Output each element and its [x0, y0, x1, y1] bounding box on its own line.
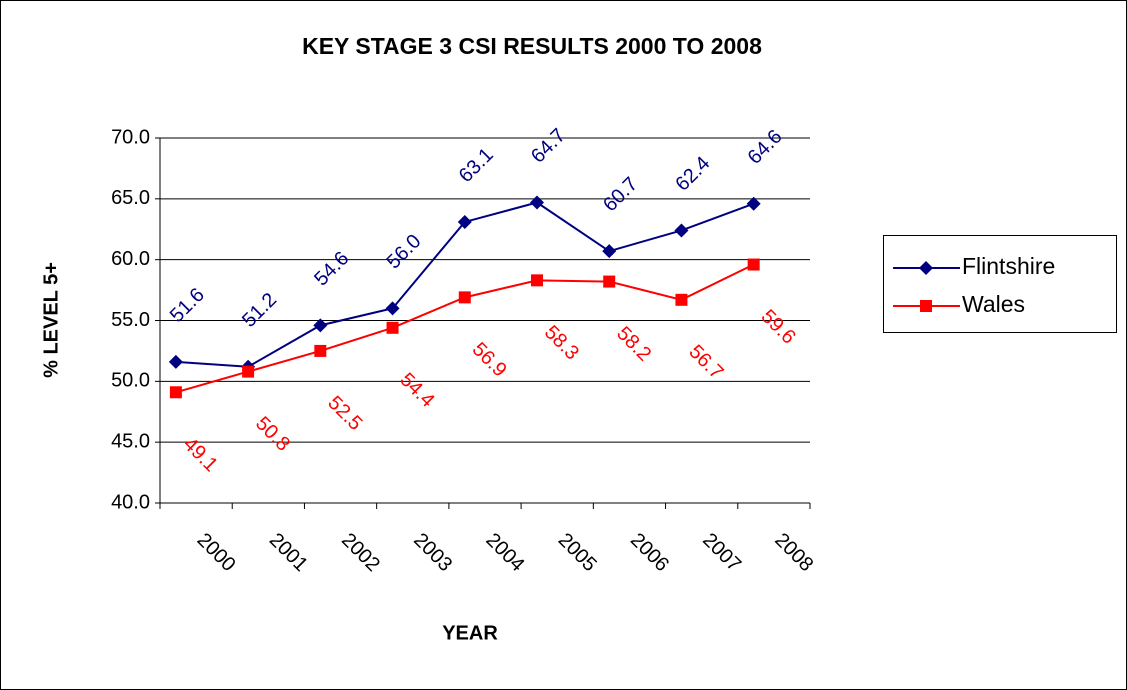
- marker: [674, 223, 689, 238]
- marker: [602, 244, 617, 259]
- marker: [169, 386, 182, 399]
- marker: [313, 318, 328, 333]
- y-tick-label: 65.0: [111, 187, 150, 209]
- legend-box: [883, 235, 1117, 333]
- y-tick-label: 45.0: [111, 430, 150, 452]
- y-tick-label: 40.0: [111, 491, 150, 513]
- marker: [385, 301, 400, 316]
- marker: [603, 275, 616, 288]
- y-tick-label: 55.0: [111, 309, 150, 331]
- legend-label: Flintshire: [962, 253, 1055, 279]
- marker: [242, 365, 255, 378]
- marker: [457, 214, 472, 229]
- marker: [746, 196, 761, 211]
- y-tick-label: 70.0: [111, 126, 150, 148]
- marker: [530, 195, 544, 210]
- marker: [675, 293, 688, 306]
- x-axis-label: YEAR: [442, 622, 498, 644]
- marker: [386, 321, 399, 334]
- y-tick-label: 60.0: [111, 248, 150, 270]
- legend-marker: [920, 300, 932, 312]
- legend-label: Wales: [962, 291, 1025, 317]
- marker: [747, 258, 760, 271]
- marker: [168, 354, 183, 369]
- legend-marker: [919, 261, 933, 275]
- y-axis-label: % LEVEL 5+: [40, 262, 62, 378]
- marker: [314, 344, 327, 357]
- marker: [531, 274, 543, 287]
- marker: [458, 291, 471, 304]
- y-tick-label: 50.0: [111, 370, 150, 392]
- chart-title: KEY STAGE 3 CSI RESULTS 2000 TO 2008: [302, 33, 762, 59]
